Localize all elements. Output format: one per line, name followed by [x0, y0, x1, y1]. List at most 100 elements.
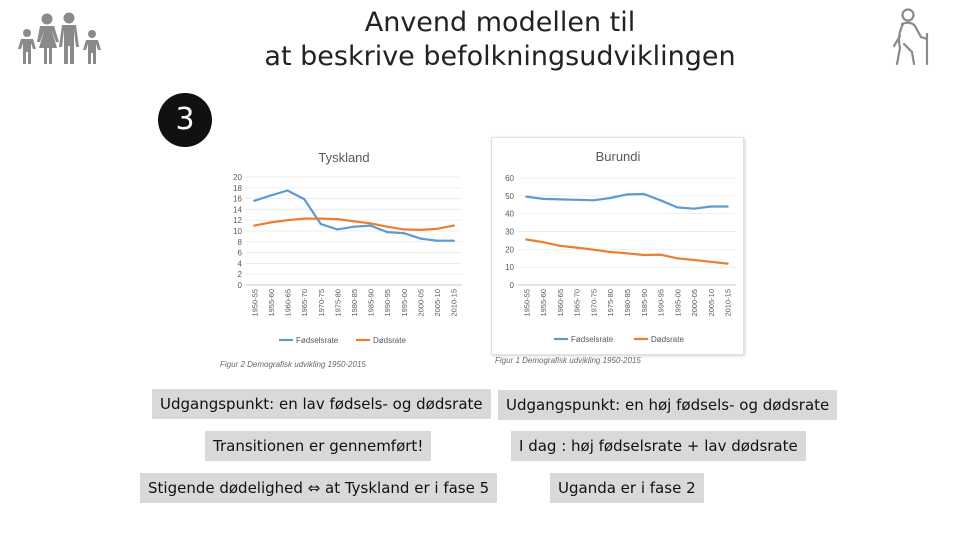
chart1-x-tick: 1980-85	[623, 289, 632, 317]
chart0-x-tick: 1965-70	[300, 289, 309, 317]
chart0-y-tick: 16	[233, 195, 242, 204]
chart1-point	[709, 205, 712, 208]
chart0-point	[369, 222, 372, 225]
chart0-point	[402, 228, 405, 231]
chart0-point	[402, 232, 405, 235]
chart1-series-line-0	[526, 192, 728, 210]
chart0-y-tick: 8	[238, 238, 243, 247]
chart1-x-tick: 1970-75	[589, 289, 598, 317]
chart1-y-tick: 50	[505, 192, 514, 201]
chart0-point	[269, 194, 273, 197]
chart0-point	[269, 221, 273, 224]
chart1-x-tick: 1990-95	[657, 289, 666, 317]
chart1-point	[525, 195, 528, 198]
chart0-point	[419, 237, 422, 240]
chart1-point	[592, 248, 595, 251]
chart0-x-tick: 2005-10	[433, 289, 442, 317]
chart1-y-tick: 10	[505, 263, 514, 272]
chart0-series-line-0	[253, 189, 454, 242]
chart1-y-tick: 30	[505, 228, 514, 237]
chart0-point	[352, 225, 356, 228]
chart1-x-tick: 1965-70	[573, 289, 582, 317]
chart1-title: Burundi	[596, 149, 641, 164]
chart0-point	[435, 239, 439, 242]
chart0-point	[286, 219, 289, 222]
chart0-y-tick: 20	[233, 173, 242, 182]
box-right-2: I dag : høj fødselsrate + lav dødsrate	[511, 431, 806, 461]
chart1-point	[676, 206, 679, 209]
chart1-point	[692, 207, 696, 210]
family-icon	[18, 12, 101, 64]
chart1-x-tick: 2010-15	[724, 289, 733, 317]
chart0-x-tick: 1990-95	[383, 289, 392, 317]
title-line-2: at beskrive befolkningsudviklingen	[264, 41, 736, 72]
chart1-point	[726, 262, 729, 265]
chart0-point	[452, 239, 455, 242]
chart0-x-tick: 2010-15	[450, 289, 459, 317]
chart1-point	[625, 252, 629, 255]
chart0-y-tick: 18	[233, 184, 242, 193]
chart0-point	[319, 217, 322, 220]
chart0-point	[435, 227, 439, 230]
chart1-legend-label: Fødselsrate	[571, 335, 614, 344]
chart0-x-tick: 1950-55	[250, 289, 259, 317]
chart0-x-tick: 1975-80	[333, 289, 342, 317]
chart1-x-tick: 2000-05	[690, 289, 699, 317]
chart0-point	[386, 225, 389, 228]
chart1-point	[659, 199, 662, 202]
chart0-x-tick: 1980-85	[350, 289, 359, 317]
caption-right: Figur 1 Demografisk udvikling 1950-2015	[495, 356, 641, 365]
chart-burundi-svg: Burundi 0 10 20 30 40 50 60 1950-55 1955-60 1960-6…	[505, 149, 736, 344]
chart1-point	[642, 192, 645, 196]
chart0-y-tick: 2	[238, 270, 243, 279]
step-number-badge: 3	[158, 93, 212, 147]
chart1-point	[609, 196, 612, 200]
chart1-y-tick: 40	[505, 210, 514, 219]
chart0-point	[336, 228, 339, 231]
chart1-point	[609, 250, 612, 254]
box-left-3: Stigende dødelighed ⇔ at Tyskland er i f…	[140, 473, 498, 503]
chart0-point	[303, 198, 306, 201]
chart1-x-tick: 1995-00	[673, 289, 682, 317]
chart1-x-tick: 1950-55	[522, 289, 531, 317]
chart1-y-tick: 60	[505, 174, 514, 183]
chart0-legend-label: Dødsrate	[373, 336, 406, 345]
chart-burundi: Burundi 0 10 20 30 40 50 60 1950-55 1955-60 1960-6…	[491, 137, 744, 355]
chart0-title: Tyskland	[318, 150, 369, 165]
box-left-2: Transitionen er gennemført!	[205, 431, 432, 461]
chart0-point	[253, 224, 256, 227]
slide-title: Anvend modellen til at beskrive befolkni…	[200, 6, 800, 74]
chart0-point	[319, 222, 322, 226]
chart1-point	[659, 253, 662, 256]
chart1-point	[692, 258, 696, 262]
chart1-point	[575, 198, 578, 201]
chart0-y-tick: 6	[238, 249, 243, 258]
chart0-x-tick: 1985-90	[367, 289, 376, 317]
chart0-x-tick: 1995-00	[400, 289, 409, 317]
box-right-1: Udgangspunkt: en høj fødsels- og dødsrat…	[498, 390, 838, 420]
chart1-x-tick: 2005-10	[707, 289, 716, 317]
chart1-y-tick: 20	[505, 245, 514, 254]
title-line-1: Anvend modellen til	[364, 7, 636, 38]
chart0-x-tick: 1970-75	[317, 289, 326, 317]
chart1-point	[558, 198, 562, 201]
chart1-legend-label: Dødsrate	[651, 335, 684, 344]
chart1-point	[709, 260, 712, 263]
chart1-point	[625, 193, 629, 196]
chart1-x-tick: 1960-65	[556, 289, 565, 317]
chart1-point	[542, 197, 545, 200]
chart1-point	[575, 246, 578, 249]
chart0-point	[419, 228, 422, 232]
chart0-point	[336, 218, 339, 221]
chart1-point	[726, 205, 729, 208]
chart0-y-tick: 10	[233, 227, 242, 236]
chart1-point	[676, 257, 679, 260]
elderly-person-icon	[892, 8, 929, 66]
chart0-legend-label: Fødselsrate	[296, 336, 339, 345]
chart0-point	[286, 189, 289, 192]
chart1-point	[592, 199, 595, 202]
chart0-point	[352, 220, 356, 223]
chart0-x-tick: 2000-05	[416, 289, 425, 317]
chart1-x-tick: 1955-60	[539, 289, 548, 317]
